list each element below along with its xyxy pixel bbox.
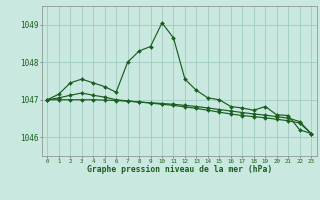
X-axis label: Graphe pression niveau de la mer (hPa): Graphe pression niveau de la mer (hPa): [87, 165, 272, 174]
